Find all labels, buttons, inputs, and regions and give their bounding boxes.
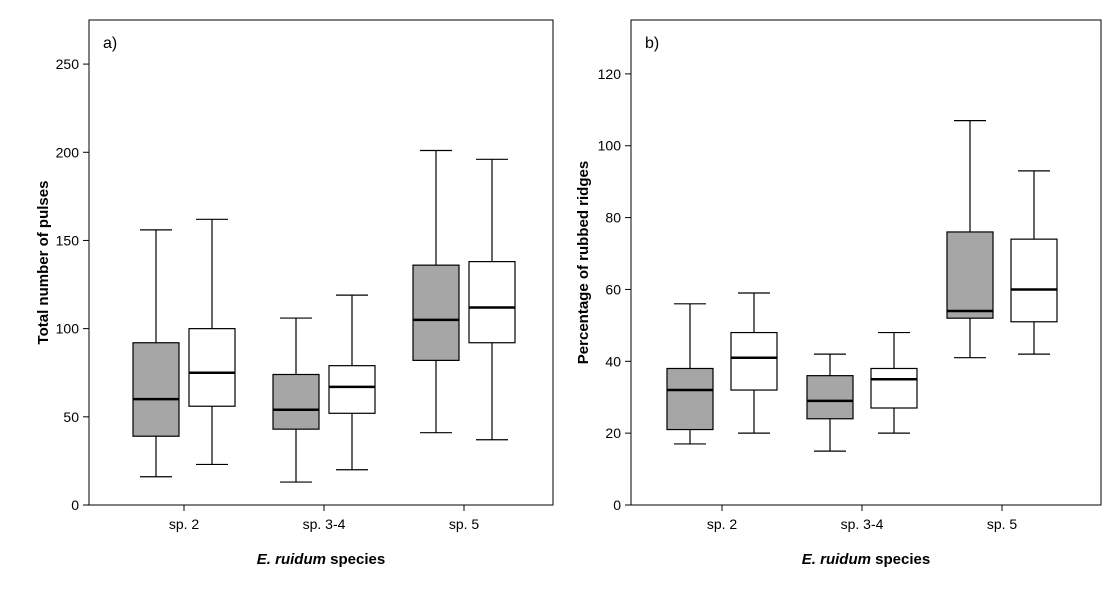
panel-a: 0 50 100 150 200 250 Total number of pulses a) s… [35,19,554,568]
x-tick-label: sp. 5 [449,516,480,532]
panel-b: 0 20 40 60 80 100 120 Percentage of rubbed ridg… [575,19,1102,568]
iqr-box [806,375,854,420]
iqr-box [132,342,180,437]
panel-label: a) [103,35,117,52]
x-axis-title-suffix: species [871,551,930,568]
x-tick-label: sp. 5 [987,516,1018,532]
box-white-1 [730,292,778,434]
box-grey-1 [132,229,180,478]
y-tick-label: 150 [56,232,80,248]
box-white-1 [188,218,236,466]
box-grey-2 [272,317,320,483]
x-axis-title-species: E. ruidum [257,551,326,568]
iqr-box [666,367,714,431]
y-axis-title: Total number of pulses [35,181,52,345]
box-grey-2 [806,353,854,452]
x-axis-title-species: E. ruidum [802,551,871,568]
y-tick-label: 100 [598,138,622,154]
box-white-3 [468,158,516,441]
y-tick-label: 20 [605,425,621,441]
x-tick-label: sp. 2 [169,516,200,532]
x-axis-title: E. ruidum species [257,551,385,568]
iqr-box [468,261,516,344]
panel-label: b) [645,35,659,52]
y-tick-label: 80 [605,210,621,226]
x-axis-title-suffix: species [326,551,385,568]
y-axis-title: Percentage of rubbed ridges [575,161,592,364]
x-tick-label: sp. 3-4 [303,516,346,532]
box-grey-3 [946,119,994,359]
x-tick-label: sp. 2 [707,516,738,532]
y-tick-label: 200 [56,144,80,160]
y-tick-label: 250 [56,56,80,72]
iqr-box [946,231,994,319]
y-tick-label: 0 [71,497,79,513]
box-grey-3 [412,149,460,434]
box-white-3 [1010,170,1058,355]
plot-frame [630,19,1102,506]
iqr-box [328,365,376,414]
iqr-box [870,367,918,409]
y-tick-label: 50 [63,409,79,425]
y-tick-label: 60 [605,281,621,297]
box-white-2 [328,294,376,471]
y-tick-label: 120 [598,66,622,82]
y-tick-label: 0 [613,497,621,513]
y-tick-label: 100 [56,321,80,337]
plot-frame [88,19,554,506]
iqr-box [188,328,236,407]
iqr-box [730,331,778,391]
iqr-box [272,373,320,430]
box-white-2 [870,331,918,434]
iqr-box [412,264,460,361]
y-tick-label: 40 [605,353,621,369]
iqr-box [1010,238,1058,323]
x-axis-title: E. ruidum species [802,551,930,568]
x-tick-label: sp. 3-4 [841,516,884,532]
box-grey-1 [666,303,714,445]
